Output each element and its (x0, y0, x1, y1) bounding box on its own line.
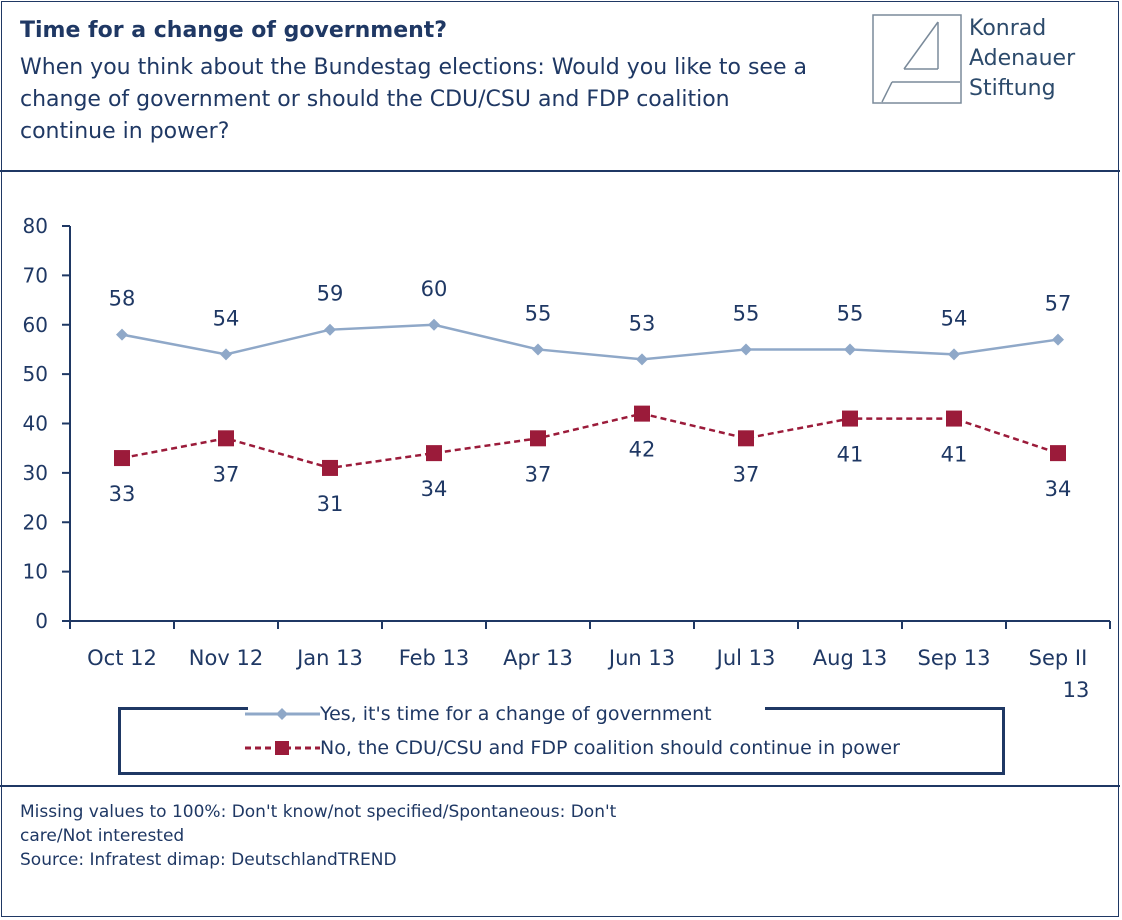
y-tick-label: 30 (23, 461, 48, 485)
footnote-line-1: Missing values to 100%: Don't know/not s… (20, 802, 617, 822)
data-label-no: 34 (1045, 477, 1072, 501)
logo-line-3: Stiftung (969, 76, 1056, 101)
x-tick-label: Sep 13 (918, 646, 991, 670)
x-tick-label: Jun 13 (607, 646, 675, 670)
series-no-point (738, 430, 754, 447)
x-tick-label: Sep II (1029, 646, 1088, 670)
legend-no-marker (275, 741, 289, 755)
data-label-yes: 55 (525, 301, 552, 325)
data-label-no: 37 (733, 462, 760, 486)
x-tick-label: Aug 13 (813, 646, 887, 670)
survey-question: When you think about the Bundestag elect… (20, 55, 807, 144)
legend-label-yes: Yes, it's time for a change of governmen… (320, 703, 712, 725)
series-no-point (946, 410, 962, 427)
x-tick-label: Apr 13 (503, 646, 573, 670)
data-label-no: 33 (109, 482, 136, 506)
header-divider (0, 170, 1120, 172)
series-no-point (530, 430, 546, 447)
line-chart: 0 10 20 30 40 50 60 70 80 Oct 12 Nov 12 Jan 13 Feb 1… (23, 214, 1111, 700)
kas-logo-wordmark: Konrad Adenauer Stiftung (969, 14, 1075, 104)
y-tick-label: 10 (23, 560, 48, 584)
series-no-point (426, 445, 442, 462)
logo-line-2: Adenauer (969, 46, 1076, 71)
data-label-no: 42 (629, 438, 656, 462)
x-tick-label: 13 (1063, 678, 1090, 700)
data-label-no: 37 (525, 462, 552, 486)
y-tick-label: 20 (23, 510, 48, 534)
x-tick-label: Feb 13 (399, 646, 470, 670)
series-no-point (322, 459, 338, 476)
y-tick-label: 50 (23, 362, 48, 386)
x-tick-label: Oct 12 (87, 646, 157, 670)
data-label-no: 31 (317, 492, 344, 516)
data-label-yes: 54 (213, 306, 240, 330)
footnote-line-2: care/Not interested (20, 826, 185, 846)
y-tick-label: 0 (35, 609, 48, 633)
data-label-yes: 55 (837, 301, 864, 325)
series-no-point (634, 405, 650, 422)
x-tick-label: Jan 13 (295, 646, 363, 670)
y-tick-label: 70 (23, 263, 48, 287)
series-yes-point (116, 328, 128, 341)
legend-border-top-left (118, 707, 248, 710)
data-label-yes: 59 (317, 282, 344, 306)
x-tick-label: Nov 12 (189, 646, 263, 670)
series-yes-point (428, 318, 440, 331)
data-label-yes: 57 (1045, 292, 1072, 316)
kas-logo: Konrad Adenauer Stiftung (872, 14, 1104, 106)
logo-line-1: Konrad (969, 16, 1047, 41)
data-label-yes: 58 (109, 287, 136, 311)
data-label-yes: 60 (421, 277, 448, 301)
data-label-no: 34 (421, 477, 448, 501)
data-label-yes: 53 (629, 311, 656, 335)
series-no-point (842, 410, 858, 427)
data-label-yes: 55 (733, 301, 760, 325)
chart-title: Time for a change of government? (20, 18, 448, 43)
legend-box (118, 707, 1005, 775)
legend-yes-marker (276, 708, 288, 720)
series-yes-point (844, 343, 856, 356)
series-no-point (1050, 445, 1066, 462)
series-yes-point (324, 323, 336, 336)
kas-logo-icon (872, 14, 962, 104)
series-yes-point (636, 353, 648, 366)
series-yes-line (121, 323, 1059, 361)
data-label-yes: 54 (941, 306, 968, 330)
legend-border-top-right (765, 707, 1005, 710)
legend-swatches (245, 708, 320, 755)
footnote: Missing values to 100%: Don't know/not s… (20, 800, 820, 872)
y-tick-label: 60 (23, 313, 48, 337)
y-tick-label: 40 (23, 412, 48, 436)
series-yes-point (220, 348, 232, 361)
data-label-no: 37 (213, 462, 240, 486)
series-yes-point (1052, 333, 1064, 346)
series-yes-point (532, 343, 544, 356)
series-no-line (121, 412, 1059, 470)
series-no-point (114, 450, 130, 467)
source-note: Source: Infratest dimap: DeutschlandTREN… (20, 850, 397, 870)
data-label-no: 41 (941, 443, 968, 467)
footer-divider (0, 785, 1120, 787)
data-label-no: 41 (837, 443, 864, 467)
x-tick-label: Jul 13 (715, 646, 776, 670)
series-no-point (218, 430, 234, 447)
series-yes-point (948, 348, 960, 361)
legend-label-no: No, the CDU/CSU and FDP coalition should… (320, 737, 900, 759)
y-tick-label: 80 (23, 214, 48, 238)
series-yes-point (740, 343, 752, 356)
